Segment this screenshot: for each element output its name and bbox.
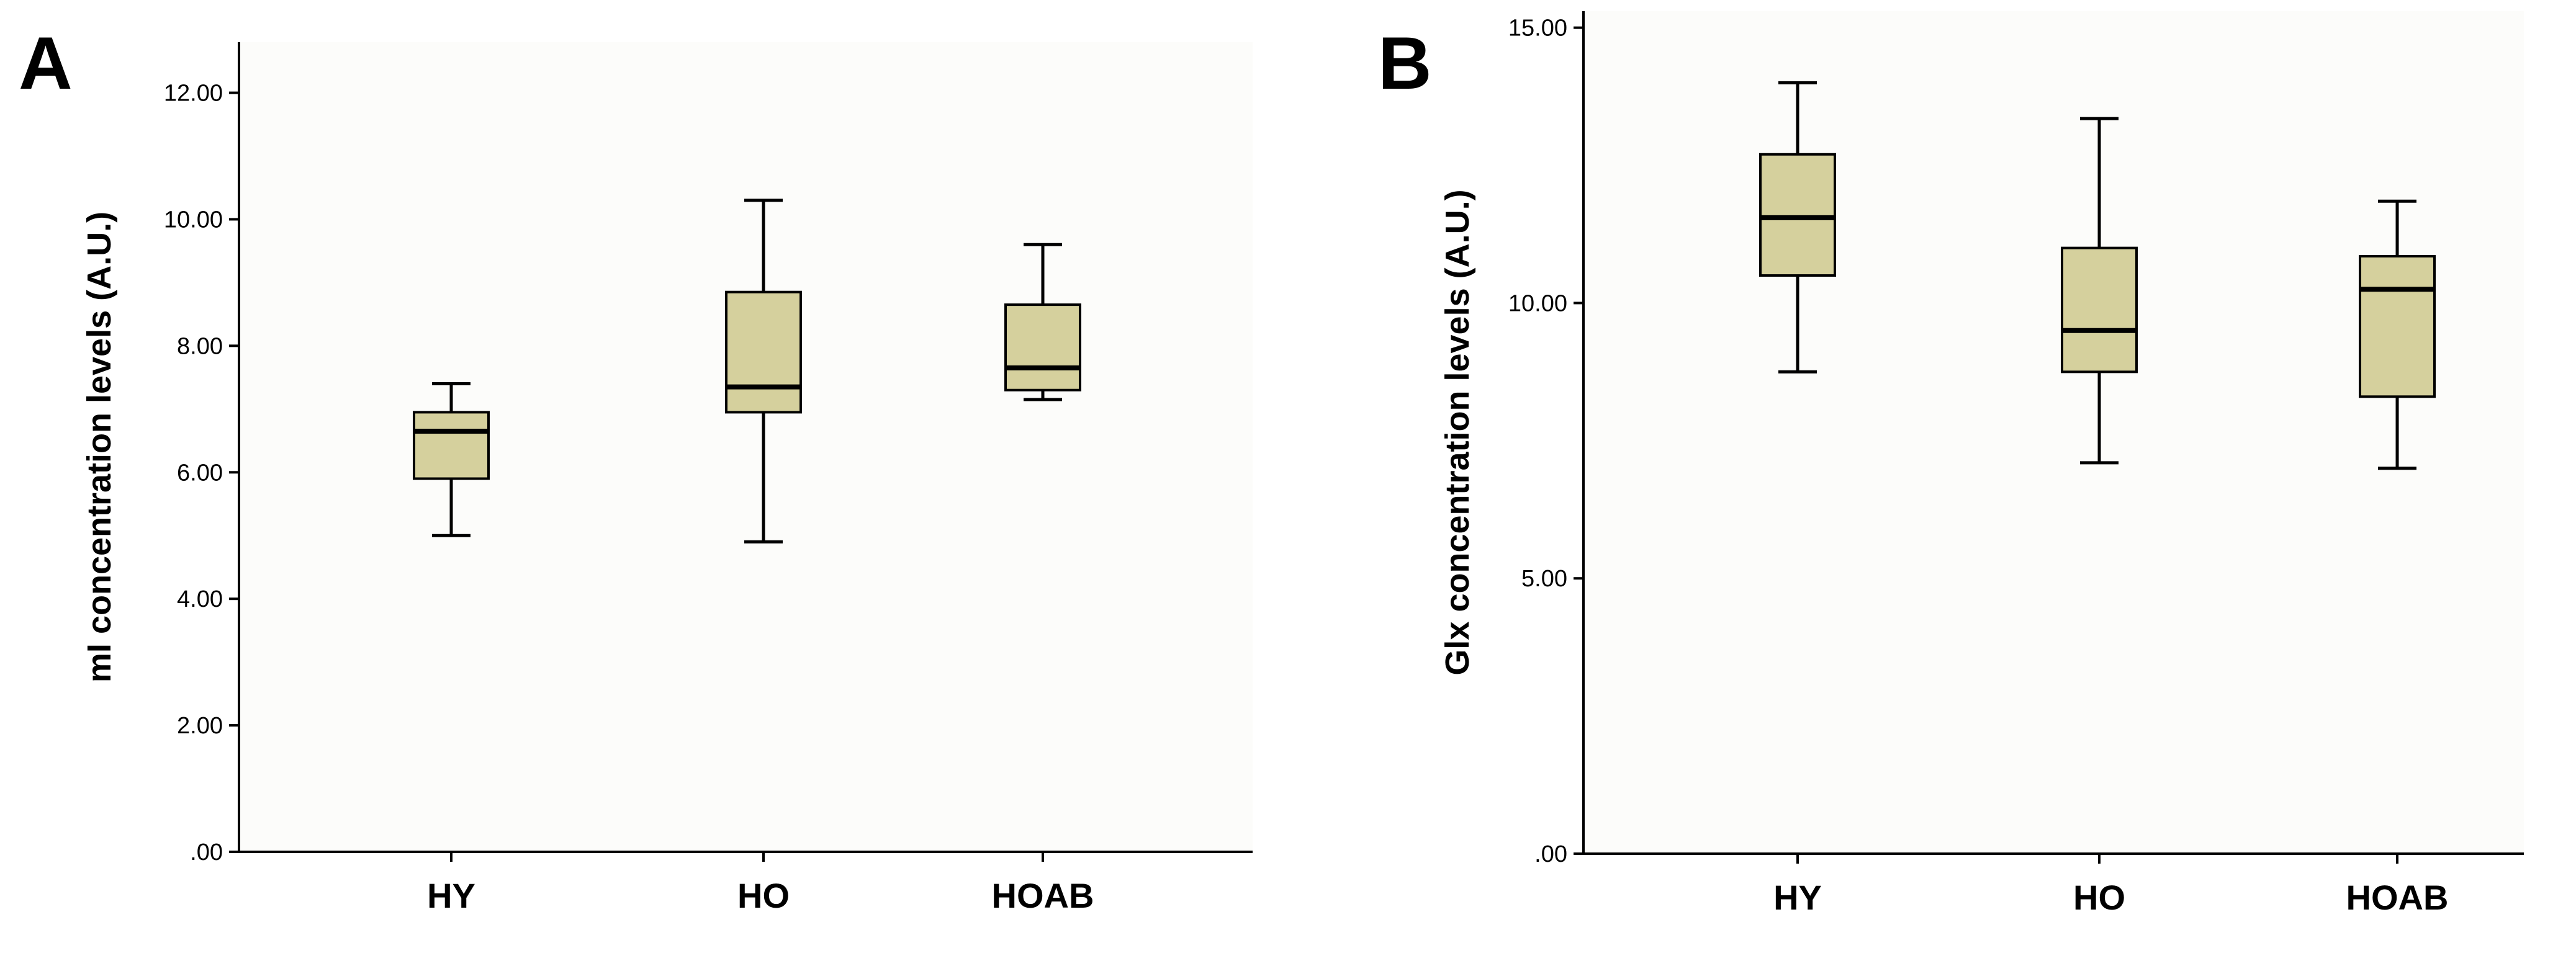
panel-a: A mI concentration levels (A.U.) .00 2.00… (19, 22, 1253, 915)
y-tick-label: 12.00 (164, 81, 223, 107)
x-category-label: HOAB (992, 876, 1094, 915)
axes-b (1582, 11, 2524, 855)
iqr-box (2061, 246, 2138, 373)
y-tick-label: .00 (190, 839, 223, 865)
x-category-label: HO (2073, 878, 2125, 917)
x-category-label: HY (1773, 878, 1822, 917)
y-tick-label: .00 (1534, 841, 1567, 867)
box-ho (725, 199, 802, 543)
iqr-box (1759, 153, 1836, 277)
axes-a (238, 42, 1253, 853)
boxes-b (1759, 81, 2436, 470)
box-hoab (1004, 243, 1081, 401)
panel-b: B Glx concentration levels (A.U.) .00 5.0… (1378, 11, 2524, 917)
box-hy (1759, 81, 1836, 373)
y-tick-label: 6.00 (177, 460, 223, 486)
iqr-box (725, 290, 802, 414)
iqr-box (1004, 303, 1081, 391)
box-hy (413, 382, 490, 537)
y-ticks-a: .00 2.00 4.00 6.00 8.00 10.00 12.00 (164, 81, 239, 865)
y-tick-label: 10.00 (164, 207, 223, 233)
box-ho (2061, 117, 2138, 465)
x-category-label: HO (737, 876, 790, 915)
panel-letter-b: B (1378, 22, 1432, 105)
y-tick-label: 8.00 (177, 333, 223, 359)
y-tick-label: 10.00 (1508, 290, 1567, 316)
plot-area-a (239, 42, 1253, 852)
x-categories-a: HY HO HOAB (427, 852, 1094, 915)
box-hoab (2359, 199, 2436, 470)
y-tick-label: 5.00 (1521, 566, 1567, 592)
plot-area-b (1583, 11, 2524, 854)
x-categories-b: HY HO HOAB (1773, 854, 2448, 917)
iqr-box (2359, 254, 2436, 398)
y-axis-label-a: mI concentration levels (A.U.) (81, 212, 118, 682)
y-tick-label: 15.00 (1508, 16, 1567, 42)
iqr-box (413, 411, 490, 480)
y-tick-label: 2.00 (177, 713, 223, 739)
x-category-label: HY (427, 876, 475, 915)
panel-letter-a: A (19, 22, 73, 105)
x-category-label: HOAB (2346, 878, 2449, 917)
y-axis-label-b: Glx concentration levels (A.U.) (1439, 189, 1476, 675)
y-tick-label: 4.00 (177, 586, 223, 612)
boxes-a (413, 199, 1081, 543)
y-ticks-b: .00 5.00 10.00 15.00 (1508, 16, 1583, 867)
